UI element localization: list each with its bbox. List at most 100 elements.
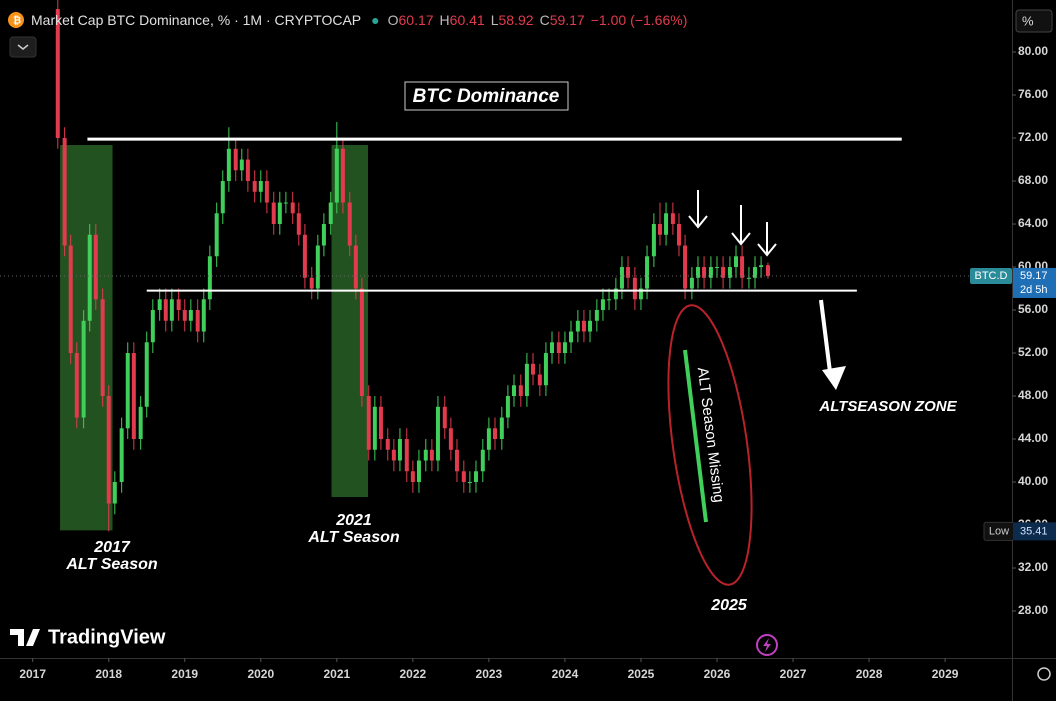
coin-icon [8, 12, 24, 28]
candle-body [695, 267, 700, 278]
candle-body [638, 288, 643, 300]
candle-body [131, 353, 136, 440]
candle-body [676, 224, 681, 246]
candle-body [607, 299, 612, 301]
candle-body [714, 267, 719, 269]
candle-body [55, 9, 60, 139]
y-tick-label: 48.00 [1018, 388, 1048, 402]
candle-body [334, 148, 339, 203]
y-tick-label: 56.00 [1018, 302, 1048, 316]
candle-body [505, 396, 510, 418]
header: Market Cap BTC Dominance, % · 1M · CRYPT… [31, 12, 687, 28]
ellipse [667, 304, 753, 586]
green-stroke [683, 349, 708, 523]
x-tick-label: 2026 [704, 667, 731, 681]
x-tick-label: 2027 [780, 667, 807, 681]
candle-body [239, 159, 244, 171]
x-tick-label: 2022 [400, 667, 427, 681]
candle-body [613, 288, 618, 300]
candle-body [429, 449, 434, 461]
annotation: ALTSEASON ZONE [818, 398, 957, 415]
candle-body [753, 267, 758, 278]
candle-body [296, 213, 301, 235]
candle-body [220, 181, 225, 214]
candle-body [410, 471, 415, 483]
logo [10, 629, 40, 646]
candle-body [93, 234, 98, 300]
candle-body [581, 320, 586, 332]
candle-body [467, 482, 472, 484]
low-value-box [1013, 522, 1056, 541]
candle-body [480, 449, 485, 472]
overlay [0, 137, 1012, 292]
candle-body [524, 363, 529, 397]
season-zone [60, 145, 113, 531]
candle-body [321, 224, 326, 246]
settings[interactable] [1037, 667, 1051, 681]
candle-body [233, 148, 238, 171]
x-tick-label: 2021 [323, 667, 350, 681]
candle-body [195, 310, 200, 332]
candle-body [81, 320, 86, 418]
candle-body [575, 320, 580, 332]
low-tag: Low [989, 525, 1009, 537]
big-arrow-head [822, 366, 846, 390]
candle-body [353, 245, 358, 289]
candle-body [530, 363, 535, 375]
candle-body [201, 299, 206, 332]
annotation: 2017 [93, 539, 131, 556]
y-tick-label: 52.00 [1018, 345, 1048, 359]
candle-body [144, 342, 149, 407]
ohlc-label: C [540, 12, 550, 28]
x-tick-label: 2018 [95, 667, 122, 681]
candle-body [600, 299, 605, 311]
candle-body [569, 331, 574, 343]
candle-body [511, 385, 516, 397]
change: −1.00 [591, 12, 627, 28]
candle-body [765, 265, 770, 276]
candle-body [271, 202, 276, 225]
candle-body [734, 256, 738, 268]
candle-body [245, 159, 250, 182]
candle-body [125, 353, 130, 429]
candle-body [302, 234, 307, 278]
symbol-box [970, 267, 1012, 284]
candle-body [619, 267, 624, 289]
candle-body [359, 288, 364, 397]
candle-body [214, 213, 219, 257]
icon[interactable] [756, 634, 778, 656]
candle-body [328, 202, 333, 225]
candle-body [169, 299, 174, 321]
ohlc-value: 60.41 [450, 12, 485, 28]
chart-title: Market Cap BTC Dominance, % · 1M · CRYPT… [31, 12, 361, 28]
x-tick-label: 2024 [552, 667, 579, 681]
candles [55, 0, 770, 532]
candle-body [340, 148, 345, 203]
candle-body [176, 299, 181, 311]
annotation: 2021 [335, 512, 372, 529]
candle-body [163, 299, 168, 321]
y-tick-label: 28.00 [1018, 603, 1048, 617]
status-dot: ● [371, 12, 379, 28]
candle-body [543, 353, 548, 386]
candle-body [486, 428, 491, 450]
candle-body [252, 181, 257, 192]
price-label: 59.17 [1020, 270, 1048, 282]
candle-body [721, 267, 726, 278]
candle-body [416, 460, 421, 483]
y-tick-label: 32.00 [1018, 560, 1048, 574]
unit: % [1022, 13, 1034, 28]
title-box [404, 81, 569, 111]
coin-glyph: ₿ [13, 15, 21, 27]
dropdown[interactable] [9, 36, 37, 58]
annotation: 2025 [710, 597, 748, 614]
candle-body [74, 353, 79, 418]
candle-body [207, 256, 212, 300]
candle-body [87, 234, 92, 321]
unit-box[interactable] [1015, 9, 1053, 33]
candle-body [112, 482, 117, 504]
candle-body [708, 267, 713, 278]
candle-body [442, 406, 447, 429]
candle-body [702, 267, 707, 278]
